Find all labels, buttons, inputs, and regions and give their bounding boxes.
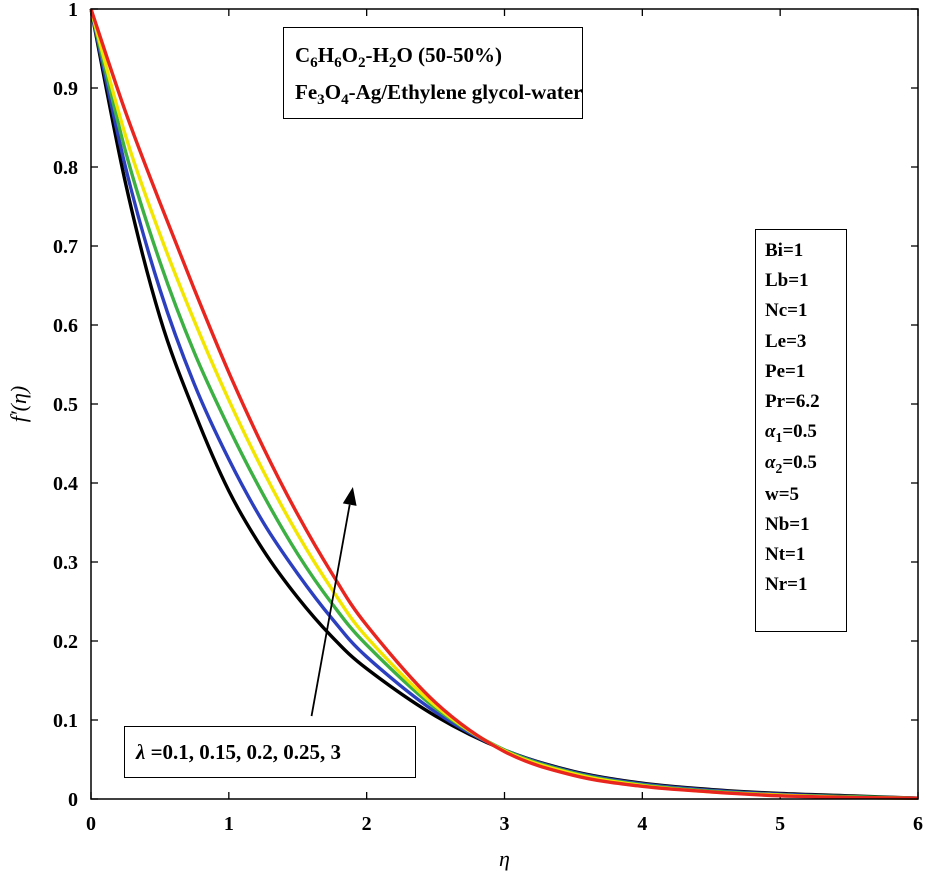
- param-le: Le=3: [765, 330, 807, 352]
- series-line-5: [89, 8, 919, 800]
- param-pr: Pr=6.2: [765, 391, 820, 413]
- y-tick-label: 0.7: [53, 236, 78, 258]
- param-alpha2: α2=0.5: [765, 448, 846, 479]
- param-w: w=5: [765, 483, 800, 505]
- x-tick-label: 3: [500, 813, 510, 835]
- param-nb: Nb=1: [765, 513, 810, 535]
- fluid-line-2: Fe3O4-Ag/Ethylene glycol-water: [295, 75, 583, 112]
- y-axis-ticks: 0 0.1 0.2 0.3 0.4 0.5 0.6 0.7 0.8 0.9 1: [53, 0, 918, 811]
- x-tick-label: 1: [224, 813, 234, 835]
- text-rest: O (50-50%): [396, 43, 503, 67]
- alpha1-value: =0.5: [782, 421, 817, 443]
- arrow-head: [342, 486, 357, 506]
- y-tick-label: 0.2: [53, 631, 78, 653]
- param-alpha1: α1=0.5: [765, 417, 846, 448]
- text-o: O: [341, 43, 358, 67]
- param-nc: Nc=1: [765, 300, 808, 322]
- alpha2-sub: 2: [775, 460, 783, 476]
- sub-o4: 4: [341, 91, 349, 108]
- arrow-shaft: [310, 504, 351, 717]
- param-lb: Lb=1: [765, 270, 809, 292]
- text-h: H: [317, 43, 335, 67]
- lambda-values: =0.1, 0.15, 0.2, 0.25, 3: [145, 740, 342, 764]
- fluid-line-1: C6H6O2-H2O (50-50%): [295, 38, 582, 75]
- alpha-symbol: α: [765, 421, 776, 443]
- lambda-symbol: λ: [136, 740, 146, 764]
- x-tick-label: 6: [913, 813, 923, 835]
- x-tick-label: 5: [775, 813, 785, 835]
- series-lines: [89, 8, 919, 800]
- text-fe: Fe: [295, 80, 318, 104]
- x-tick-label: 2: [362, 813, 372, 835]
- plot-frame: [90, 8, 919, 800]
- y-tick-label: 1: [68, 0, 78, 21]
- x-tick-label: 4: [637, 813, 647, 835]
- alpha2-value: =0.5: [782, 452, 817, 474]
- lambda-row: λ =0.1, 0.15, 0.2, 0.25, 3: [136, 737, 415, 767]
- text-o4: O: [324, 80, 342, 104]
- y-tick-label: 0: [68, 789, 78, 811]
- fluid-legend: C6H6O2-H2O (50-50%) Fe3O4-Ag/Ethylene gl…: [283, 27, 583, 119]
- parameter-legend: Bi=1 Lb=1 Nc=1 Le=3 Pe=1 Pr=6.2 α1=0.5 α…: [755, 229, 847, 632]
- x-tick-label: 0: [86, 813, 96, 835]
- param-nt: Nt=1: [765, 544, 806, 566]
- text-c: C: [295, 43, 311, 67]
- y-tick-label: 0.1: [53, 710, 78, 732]
- alpha1-sub: 1: [775, 429, 783, 445]
- lambda-legend: λ =0.1, 0.15, 0.2, 0.25, 3: [124, 726, 416, 778]
- y-tick-label: 0.8: [53, 157, 78, 179]
- param-nr: Nr=1: [765, 574, 808, 596]
- param-pe: Pe=1: [765, 360, 806, 382]
- lambda-arrow: [310, 486, 357, 717]
- x-axis-label: η: [499, 846, 510, 871]
- param-bi: Bi=1: [765, 240, 804, 261]
- sub-h2: 2: [388, 54, 397, 71]
- y-axis-label: f′(η): [6, 386, 31, 423]
- y-tick-label: 0.5: [53, 394, 78, 416]
- y-tick-label: 0.6: [53, 315, 78, 337]
- text-rest2: -Ag/Ethylene glycol-water: [348, 80, 583, 104]
- sub-c: 6: [310, 54, 318, 71]
- sub-h: 6: [334, 54, 342, 71]
- alpha-symbol: α: [765, 452, 776, 474]
- y-tick-label: 0.3: [53, 552, 78, 574]
- y-tick-label: 0.9: [53, 78, 78, 100]
- text-dash-h: -H: [365, 43, 389, 67]
- sub-o: 2: [357, 54, 366, 71]
- y-tick-label: 0.4: [53, 473, 78, 495]
- sub-fe: 3: [317, 91, 325, 108]
